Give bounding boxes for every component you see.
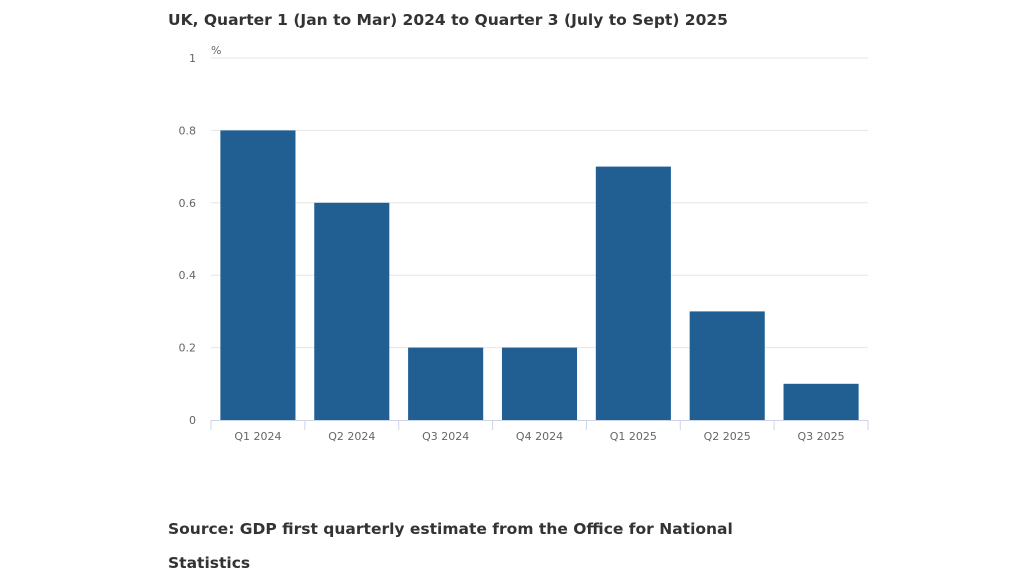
y-tick-label: 0	[189, 414, 196, 427]
bar	[408, 347, 484, 420]
x-tick-label: Q1 2024	[234, 430, 281, 443]
source-note: Source: GDP first quarterly estimate fro…	[168, 520, 733, 572]
y-axis-label: %	[211, 44, 221, 57]
y-tick-label: 0.2	[179, 342, 197, 355]
y-tick-label: 0.6	[179, 197, 197, 210]
bar	[314, 202, 390, 420]
bar	[783, 383, 859, 420]
y-tick-label: 0.8	[179, 124, 197, 137]
x-tick-label: Q1 2025	[610, 430, 657, 443]
x-tick-label: Q3 2025	[797, 430, 844, 443]
x-tick-label: Q4 2024	[516, 430, 563, 443]
bar	[220, 130, 296, 420]
bar	[689, 311, 765, 420]
x-tick-label: Q2 2025	[704, 430, 751, 443]
y-tick-label: 1	[189, 52, 196, 65]
bar	[595, 166, 671, 420]
chart-title: UK, Quarter 1 (Jan to Mar) 2024 to Quart…	[168, 11, 728, 29]
x-tick-label: Q2 2024	[328, 430, 375, 443]
x-tick-label: Q3 2024	[422, 430, 469, 443]
y-tick-label: 0.4	[179, 269, 197, 282]
bar	[501, 347, 578, 420]
